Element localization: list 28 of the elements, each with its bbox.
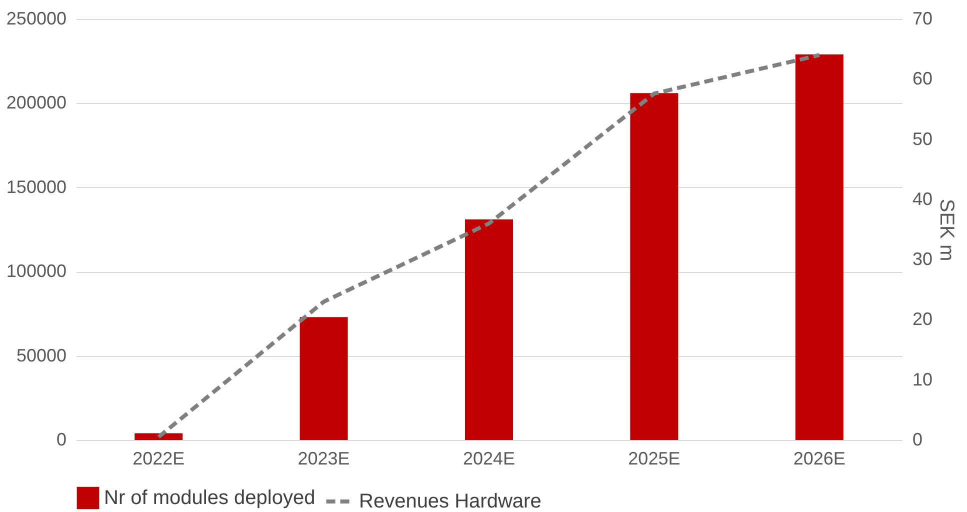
legend-label: Revenues Hardware [359,490,542,512]
y-tick-label: 0 [56,430,66,450]
y-tick-label: 150000 [6,176,66,197]
y2-tick-label: 50 [912,128,933,149]
bar [134,433,183,440]
legend-label: Nr of modules deployed [104,487,316,509]
x-tick-label: 2024E [462,448,516,468]
x-tick-label: 2023E [298,448,350,468]
line-series [156,53,822,439]
bar [300,317,348,440]
y2-tick-label: 30 [912,249,933,270]
y2-axis-title: SEK m [936,198,958,262]
bar [795,54,844,440]
y2-tick-label: 20 [912,309,933,330]
bar [630,93,678,440]
x-tick-label: 2022E [132,448,185,468]
x-tick-label: 2025E [628,448,680,468]
y-tick-label: 200000 [6,92,66,113]
y-tick-label: 50000 [16,345,66,366]
y2-tick-label: 0 [912,430,923,450]
y2-tick-label: 60 [912,68,933,89]
y-tick-label: 250000 [6,8,66,28]
y2-tick-label: 10 [912,369,933,390]
y-tick-label: 100000 [6,261,66,282]
x-tick-label: 2026E [793,448,846,468]
y2-tick-label: 70 [912,8,933,28]
bar [465,219,513,440]
y2-tick-label: 40 [912,188,933,209]
